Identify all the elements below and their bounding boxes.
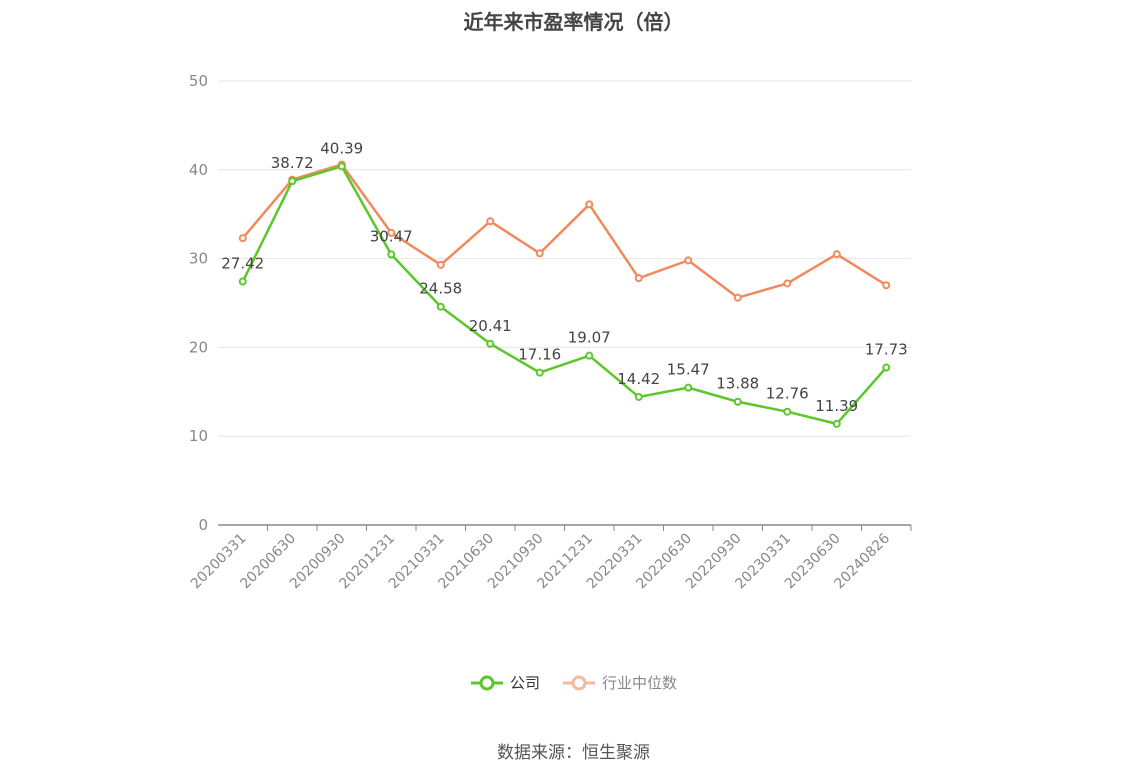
- data-point: [733, 293, 742, 302]
- data-point: [882, 363, 891, 372]
- legend-industry-icon: [563, 675, 595, 690]
- data-point: [634, 392, 643, 401]
- y-tick-label: 30: [189, 250, 208, 268]
- data-label: 30.47: [370, 227, 413, 245]
- y-tick-label: 40: [189, 161, 208, 179]
- data-point: [783, 279, 792, 288]
- series-layer: [238, 160, 891, 428]
- data-label: 27.42: [221, 255, 264, 273]
- data-label: 20.41: [469, 317, 512, 335]
- data-point: [634, 274, 643, 283]
- data-point: [436, 260, 445, 269]
- data-label: 24.58: [419, 280, 462, 298]
- y-tick-label: 20: [189, 338, 208, 356]
- data-point: [288, 177, 297, 186]
- legend-industry-label: 行业中位数: [602, 674, 678, 692]
- data-label-layer: 27.42 38.72 40.39 30.47 24.58 20.41 17.16 19.07…: [221, 139, 907, 415]
- data-point: [238, 234, 247, 243]
- data-label: 17.16: [518, 346, 561, 364]
- data-point: [733, 397, 742, 406]
- data-point: [832, 419, 841, 428]
- data-point: [535, 249, 544, 258]
- data-point: [585, 200, 594, 209]
- legend-item-company[interactable]: 公司: [470, 672, 540, 693]
- data-point: [684, 383, 693, 392]
- grid-layer: [218, 80, 911, 437]
- data-label: 40.39: [320, 139, 363, 157]
- data-point: [585, 351, 594, 360]
- data-point: [387, 228, 396, 237]
- data-point: [832, 250, 841, 259]
- data-source: 数据来源：恒生聚源: [497, 743, 650, 763]
- data-point: [337, 162, 346, 171]
- data-label: 11.39: [815, 397, 858, 415]
- legend-company-icon: [470, 675, 503, 690]
- data-point: [882, 281, 891, 290]
- data-label: 19.07: [568, 329, 611, 347]
- data-label: 13.88: [716, 375, 759, 393]
- y-tick-label: 50: [189, 72, 208, 90]
- legend-company-label: 公司: [509, 674, 540, 692]
- y-tick-label: 0: [198, 516, 208, 534]
- data-point: [535, 368, 544, 377]
- axis-layer: 0102030405020200331202006302020093020201…: [188, 72, 912, 592]
- series-line: [241, 163, 887, 299]
- data-label: 38.72: [271, 154, 314, 172]
- data-label: 12.76: [766, 385, 809, 403]
- data-point: [486, 339, 495, 348]
- legend: 公司 行业中位数: [0, 672, 1147, 693]
- data-label: 15.47: [667, 361, 710, 379]
- data-label: 14.42: [617, 370, 660, 388]
- data-point: [684, 256, 693, 265]
- legend-item-industry[interactable]: 行业中位数: [562, 672, 677, 693]
- data-point: [387, 250, 396, 259]
- data-point: [238, 277, 247, 286]
- data-point: [783, 407, 792, 416]
- series-line: [241, 165, 888, 426]
- data-point: [436, 302, 445, 311]
- data-point: [486, 217, 495, 226]
- data-label: 17.73: [865, 341, 908, 359]
- y-tick-label: 10: [189, 427, 208, 445]
- chart-title: 近年来市盈率情况（倍）: [463, 10, 684, 34]
